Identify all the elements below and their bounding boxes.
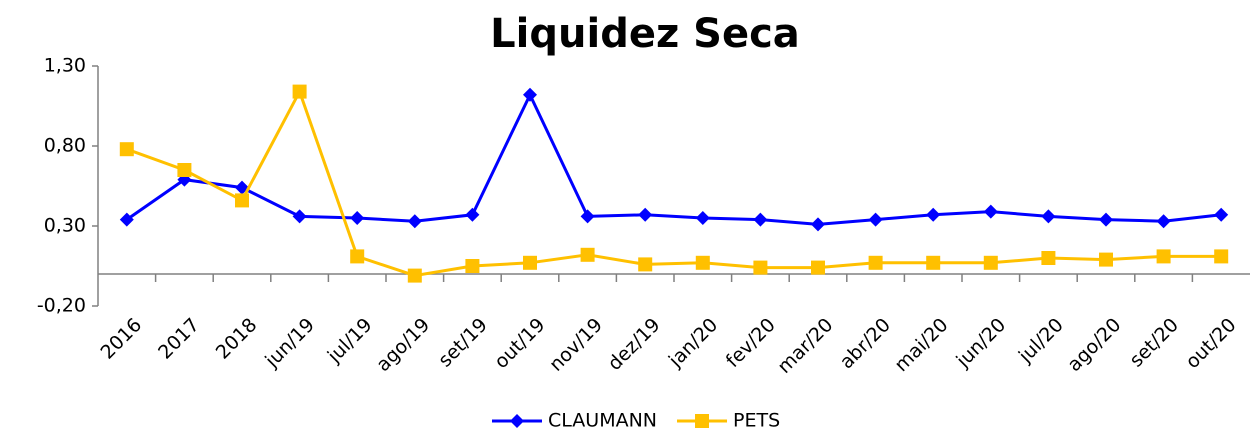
- point: [811, 217, 825, 232]
- y-tick-label: 0,30: [44, 215, 86, 237]
- point: [465, 259, 480, 273]
- point: [523, 87, 537, 102]
- x-tick-label: out/20: [1181, 314, 1240, 373]
- point: [350, 211, 365, 225]
- point: [1156, 214, 1171, 229]
- point: [1156, 249, 1171, 264]
- y-tick-label: -0,20: [37, 295, 86, 317]
- x-tick-label: jun/19: [260, 314, 319, 373]
- x-tick-label: ago/19: [372, 314, 434, 376]
- point: [465, 207, 480, 222]
- x-tick-label: jul/19: [323, 314, 377, 368]
- point: [1041, 209, 1056, 224]
- point: [868, 212, 883, 227]
- point: [1214, 207, 1229, 222]
- point: [1041, 251, 1056, 265]
- x-tick-label: 2016: [96, 314, 146, 364]
- x-tick-label: 2017: [154, 314, 204, 364]
- x-tick-label: abr/20: [836, 314, 895, 373]
- x-tick-label: mar/20: [773, 314, 837, 378]
- point: [119, 212, 134, 227]
- point: [580, 247, 595, 262]
- point: [1214, 249, 1229, 264]
- x-tick-label: fev/20: [722, 314, 780, 372]
- x-tick-label: out/19: [490, 314, 549, 373]
- point: [753, 260, 768, 275]
- point: [350, 249, 365, 264]
- point: [177, 163, 192, 177]
- point: [695, 414, 710, 428]
- series-line: [125, 91, 1222, 226]
- legend-label: CLAUMANN: [548, 410, 657, 432]
- point: [638, 207, 653, 222]
- x-tick-label: jan/20: [664, 314, 722, 372]
- series-line: [126, 87, 1222, 278]
- x-tick-label: mai/20: [890, 314, 952, 376]
- x-tick-label: set/19: [434, 314, 492, 372]
- point: [292, 84, 307, 99]
- point: [1099, 252, 1113, 267]
- x-tick-label: set/20: [1125, 314, 1183, 372]
- legend-label: PETS: [733, 410, 780, 432]
- point: [695, 211, 710, 225]
- point: [119, 142, 134, 157]
- y-tick-label: 1,30: [44, 55, 86, 77]
- x-tick-label: jun/20: [952, 314, 1011, 373]
- x-tick-label: dez/19: [604, 314, 665, 375]
- point: [1099, 212, 1113, 227]
- point: [926, 207, 941, 222]
- point: [407, 214, 422, 229]
- chart-title: Liquidez Seca: [490, 11, 800, 57]
- x-tick-label: jul/20: [1014, 314, 1068, 368]
- x-tick-label: 2018: [212, 314, 262, 364]
- point: [510, 414, 524, 428]
- point: [983, 204, 998, 219]
- point: [523, 255, 537, 270]
- point: [407, 268, 422, 283]
- x-tick-label: ago/20: [1063, 314, 1125, 376]
- point: [292, 209, 307, 224]
- x-tick-label: nov/19: [545, 314, 607, 376]
- point: [811, 260, 825, 275]
- point: [235, 193, 249, 208]
- y-tick-label: 0,80: [44, 135, 86, 157]
- point: [983, 255, 998, 270]
- point: [926, 255, 941, 270]
- point: [638, 257, 653, 272]
- point: [868, 255, 883, 270]
- point: [753, 212, 768, 227]
- point: [580, 209, 595, 224]
- point: [695, 255, 710, 270]
